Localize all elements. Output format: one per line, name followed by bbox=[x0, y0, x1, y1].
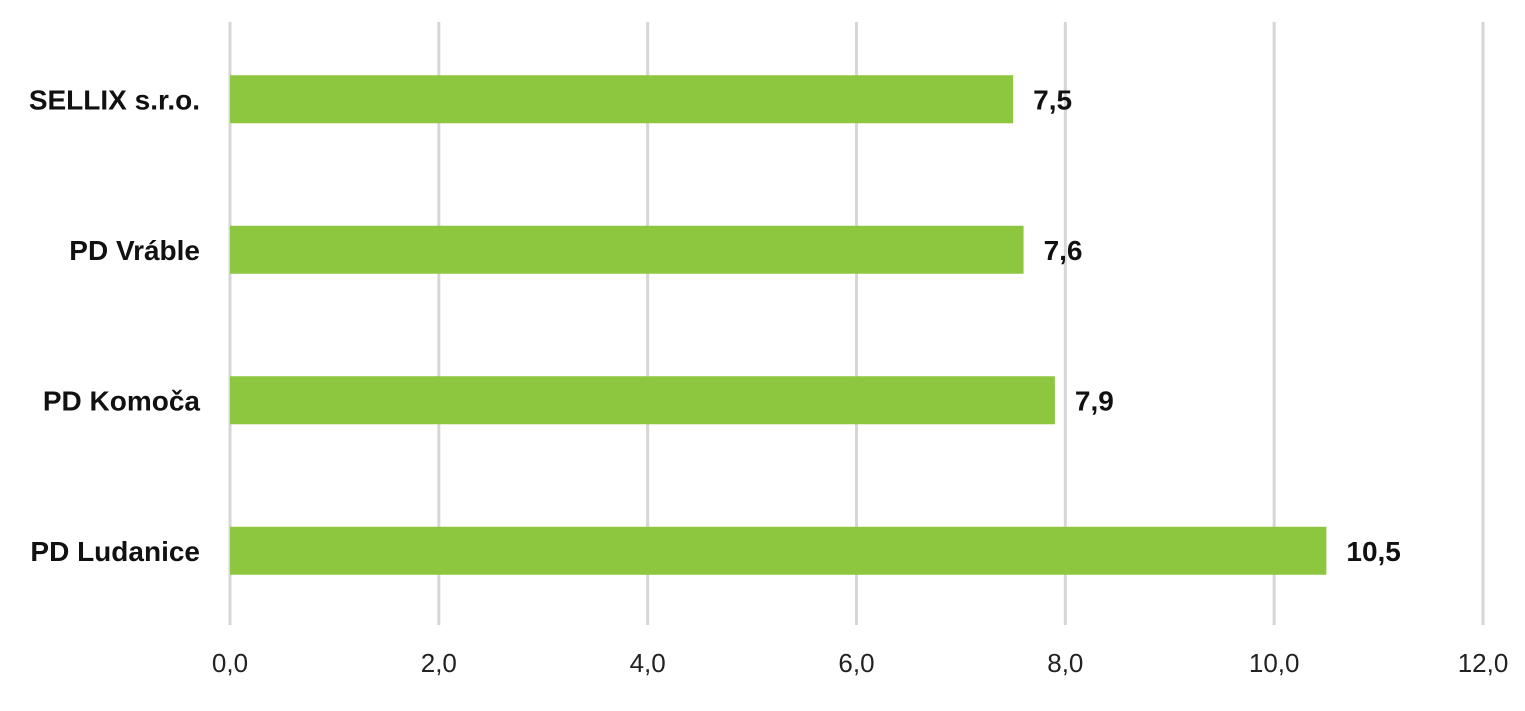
bar bbox=[230, 75, 1014, 124]
x-tick-label: 0,0 bbox=[212, 648, 248, 678]
category-label: PD Vráble bbox=[69, 235, 200, 266]
category-label: PD Komoča bbox=[43, 385, 201, 416]
bars bbox=[230, 75, 1327, 575]
data-label: 7,9 bbox=[1075, 385, 1114, 416]
data-label: 10,5 bbox=[1346, 536, 1401, 567]
bar bbox=[230, 526, 1327, 575]
x-tick-label: 8,0 bbox=[1047, 648, 1083, 678]
category-label: PD Ludanice bbox=[30, 536, 200, 567]
x-axis-tick-labels: 0,0 2,0 4,0 6,0 8,0 10,0 12,0 bbox=[212, 648, 1508, 678]
x-tick-label: 12,0 bbox=[1458, 648, 1509, 678]
bar bbox=[230, 225, 1024, 274]
value-labels: 7,5 7,6 7,9 10,5 bbox=[1033, 84, 1401, 567]
x-tick-label: 10,0 bbox=[1249, 648, 1300, 678]
x-tick-label: 6,0 bbox=[838, 648, 874, 678]
bar bbox=[230, 376, 1055, 425]
x-tick-label: 2,0 bbox=[421, 648, 457, 678]
data-label: 7,5 bbox=[1033, 84, 1072, 115]
x-tick-label: 4,0 bbox=[630, 648, 666, 678]
category-label: SELLIX s.r.o. bbox=[29, 84, 200, 115]
category-labels: SELLIX s.r.o. PD Vráble PD Komoča PD Ludani… bbox=[29, 84, 201, 567]
data-label: 7,6 bbox=[1044, 235, 1083, 266]
